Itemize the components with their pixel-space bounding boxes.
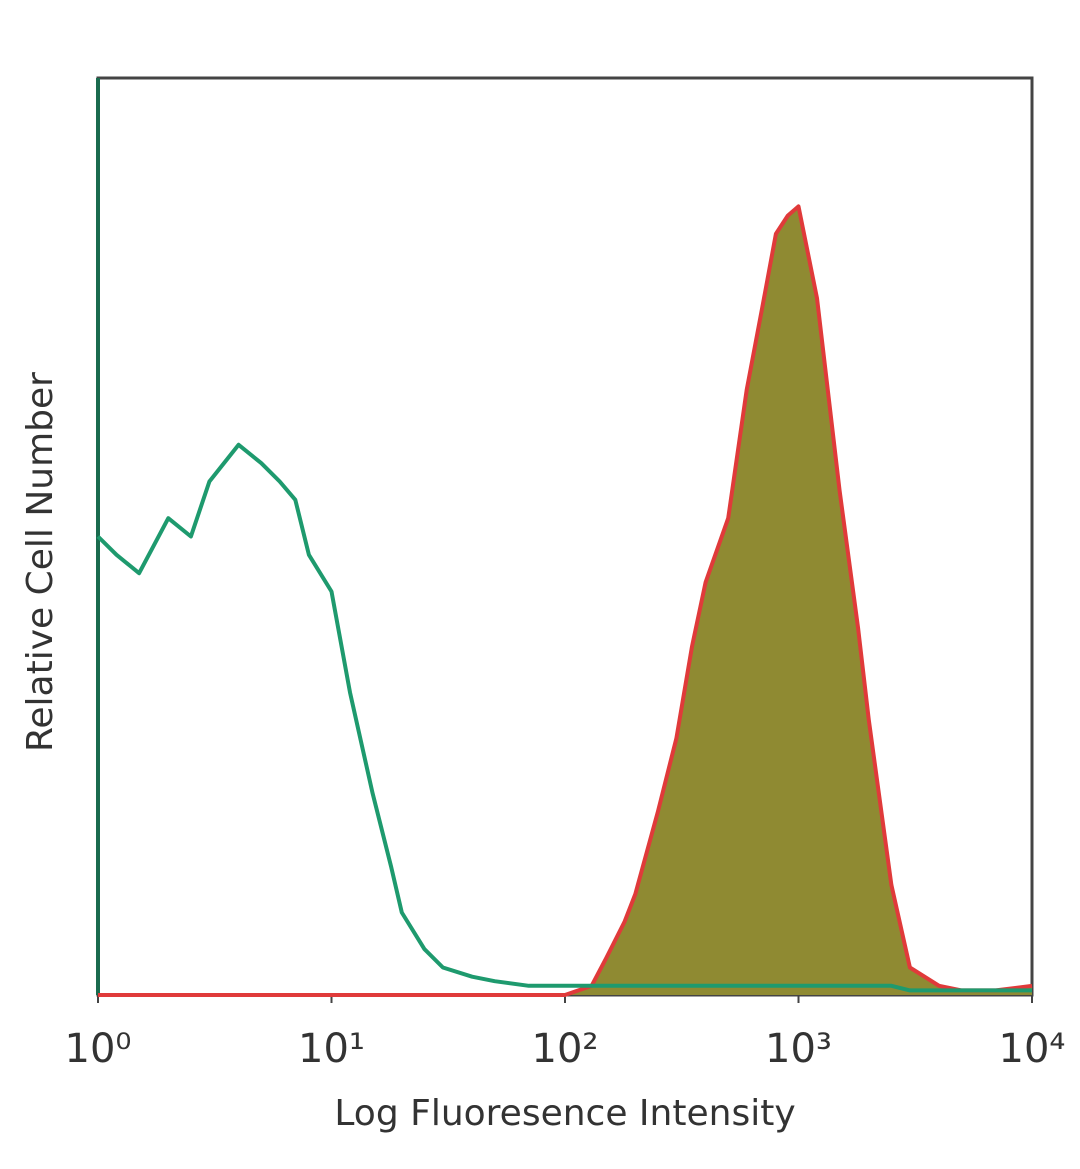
x-tick-label: 10⁰ xyxy=(65,1026,132,1072)
y-axis-label: Relative Cell Number xyxy=(20,372,61,752)
x-tick-label: 10³ xyxy=(765,1026,832,1072)
series-line xyxy=(96,442,1032,993)
series-line xyxy=(98,204,1033,997)
x-tick-label: 10² xyxy=(532,1026,599,1072)
x-tick-label: 10⁴ xyxy=(999,1026,1066,1072)
series-area xyxy=(98,206,1032,995)
x-axis-label: Log Fluoresence Intensity xyxy=(334,1093,795,1134)
plot-frame xyxy=(96,76,1034,997)
x-tick-label: 10¹ xyxy=(298,1026,365,1072)
